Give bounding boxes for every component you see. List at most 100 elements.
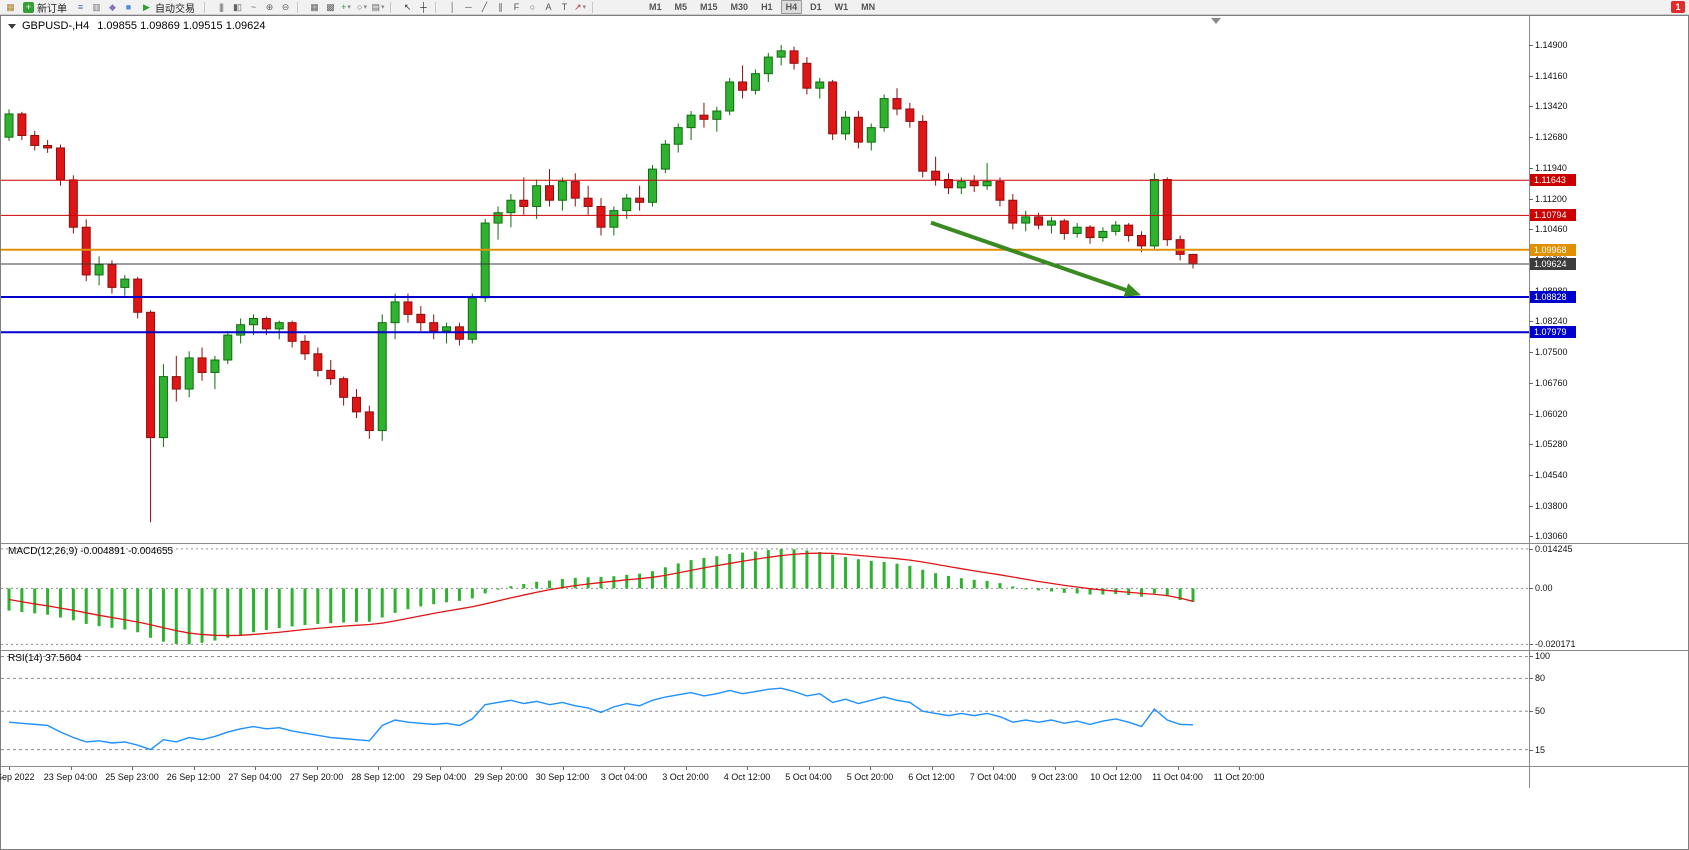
price-badge-1.07979: 1.07979 xyxy=(1530,326,1576,339)
navigator-icon[interactable]: ◆ xyxy=(109,1,116,12)
time-axis-label: 22 Sep 2022 xyxy=(0,772,35,782)
main-chart-pane[interactable] xyxy=(1,16,1529,543)
time-tick xyxy=(931,767,933,770)
new-order-button[interactable]: + 新订单 xyxy=(19,1,71,15)
time-axis-label: 23 Sep 04:00 xyxy=(43,772,98,782)
symbol-period: GBPUSD-,H4 xyxy=(22,20,90,32)
cascade-windows-icon[interactable]: ▩ xyxy=(326,1,335,12)
cursor-icon[interactable]: ↖ xyxy=(403,1,412,12)
axis-tick xyxy=(1529,711,1533,713)
time-tick xyxy=(378,767,379,770)
dropdown-arrow-icon: ▾ xyxy=(347,3,351,11)
arrows-icon[interactable]: ↗ ▾ xyxy=(573,1,587,12)
data-window-icon[interactable]: ▥ xyxy=(92,1,101,12)
time-tick xyxy=(501,767,502,770)
indicators-icon[interactable]: + ▾ xyxy=(341,1,351,12)
timeframe-w1[interactable]: W1 xyxy=(834,2,849,12)
time-tick xyxy=(870,767,871,770)
axis-label: 1.08980 xyxy=(1535,286,1568,296)
price-badge-1.08828: 1.08828 xyxy=(1530,291,1576,303)
time-axis-label: 7 Oct 04:00 xyxy=(969,772,1017,782)
zoom-in-icon[interactable]: ⊕ xyxy=(265,1,274,12)
periods-icon[interactable]: ○ ▾ xyxy=(357,1,367,12)
time-axis-label: 26 Sep 12:00 xyxy=(166,772,221,782)
macd-histogram xyxy=(7,548,1195,645)
time-tick xyxy=(685,767,687,770)
time-axis-label: 11 Oct 04:00 xyxy=(1152,772,1203,782)
axis-label: 1.06020 xyxy=(1535,408,1568,419)
timeframe-h1[interactable]: H1 xyxy=(761,2,773,12)
time-tick xyxy=(316,767,318,770)
axis-tick xyxy=(1529,75,1533,77)
time-axis-label: 6 Oct 12:00 xyxy=(908,772,955,782)
text-label-icon[interactable]: T xyxy=(561,1,568,12)
axis-tick xyxy=(1529,678,1533,680)
time-axis-label: 5 Oct 20:00 xyxy=(846,772,894,782)
price-badge-1.09624: 1.09624 xyxy=(1530,257,1576,270)
pane-separator[interactable] xyxy=(1,543,1688,544)
chart-title: GBPUSD-,H4 1.09855 1.09869 1.09515 1.096… xyxy=(8,20,265,32)
dropdown-arrow-icon: ▾ xyxy=(381,3,385,11)
autotrading-button[interactable]: ▶ 自动交易 xyxy=(137,1,199,15)
time-tick xyxy=(70,767,72,770)
timeframe-m15[interactable]: M15 xyxy=(700,2,718,12)
axis-label: 1.14900 xyxy=(1535,40,1568,51)
trend-arrow-annotation[interactable] xyxy=(930,220,1141,297)
axis-tick xyxy=(1529,45,1533,47)
autotrading-button-label: 自动交易 xyxy=(155,3,195,15)
chart-shift-marker[interactable] xyxy=(1211,18,1221,24)
pane-separator[interactable] xyxy=(1,650,1688,651)
axis-label: 1.10460 xyxy=(1535,224,1568,235)
timeframe-m5[interactable]: M5 xyxy=(674,2,688,12)
axis-label: 1.12680 xyxy=(1535,132,1568,143)
price-axis[interactable]: 1.11643 1.10794 1.09968 1.09624 1.08828 1.079… xyxy=(1529,16,1689,788)
time-axis-label: 3 Oct 04:00 xyxy=(600,772,648,782)
rsi-pane[interactable] xyxy=(1,651,1529,766)
candlestick-chart-icon[interactable]: ▮▯ xyxy=(233,1,242,12)
horizontal-line-icon[interactable]: ─ xyxy=(465,1,471,12)
time-axis[interactable]: 22 Sep 2022 23 Sep 04:00 25 Sep 23:00 26 Se… xyxy=(0,767,1529,787)
axis-tick xyxy=(1529,137,1533,139)
chart-window: GBPUSD-,H4 1.09855 1.09869 1.09515 1.096… xyxy=(0,15,1689,850)
zoom-out-icon[interactable]: ⊖ xyxy=(281,1,290,12)
axis-tick xyxy=(1529,352,1533,354)
time-axis-label: 29 Sep 04:00 xyxy=(412,772,467,782)
bar-chart-icon[interactable]: ||| xyxy=(218,1,224,12)
shapes-icon[interactable]: ○ xyxy=(529,1,535,12)
market-watch-icon[interactable]: ≡ xyxy=(77,1,83,12)
axis-tick xyxy=(1529,321,1533,323)
axis-label: 0.00 xyxy=(1535,583,1553,594)
toolbar-separator xyxy=(390,1,395,13)
timeframe-mn[interactable]: MN xyxy=(861,2,876,12)
axis-tick xyxy=(1529,167,1533,169)
time-axis-label: 11 Oct 20:00 xyxy=(1213,772,1265,782)
timeframe-d1[interactable]: D1 xyxy=(810,2,822,12)
macd-pane[interactable] xyxy=(1,544,1529,650)
crosshair-icon[interactable]: ┼ xyxy=(420,1,426,12)
terminal-icon[interactable]: ■ xyxy=(125,1,131,12)
equidistant-channel-icon[interactable]: ∥ xyxy=(498,1,503,12)
line-chart-icon[interactable]: ~ xyxy=(250,1,256,12)
axis-label: 15 xyxy=(1535,744,1546,755)
timeframe-m30[interactable]: M30 xyxy=(730,2,749,12)
vertical-line-icon[interactable]: │ xyxy=(449,1,456,12)
time-tick xyxy=(1177,767,1179,770)
toolbar-separator xyxy=(435,1,440,13)
time-tick xyxy=(255,767,256,770)
one-click-trading-toggle-icon[interactable] xyxy=(8,23,16,29)
fibonacci-icon[interactable]: F xyxy=(513,1,520,12)
timeframe-h4[interactable]: H4 xyxy=(780,0,803,14)
axis-tick xyxy=(1529,536,1533,538)
tile-windows-icon[interactable]: ▦ xyxy=(310,1,319,12)
notification-badge[interactable]: 1 xyxy=(1671,1,1685,13)
trendline-icon[interactable]: ╱ xyxy=(481,1,487,12)
templates-icon[interactable]: ▤ ▾ xyxy=(371,1,385,12)
timeframe-m1[interactable]: M1 xyxy=(649,2,662,12)
text-icon[interactable]: A xyxy=(545,1,551,12)
time-axis-label: 5 Oct 04:00 xyxy=(785,772,832,782)
axis-label: 50 xyxy=(1535,706,1546,717)
new-chart-icon[interactable]: ▦ xyxy=(6,1,15,12)
toolbar-separator xyxy=(592,1,597,13)
time-axis-label: 25 Sep 23:00 xyxy=(105,772,159,782)
axis-label: 1.06760 xyxy=(1535,377,1568,388)
